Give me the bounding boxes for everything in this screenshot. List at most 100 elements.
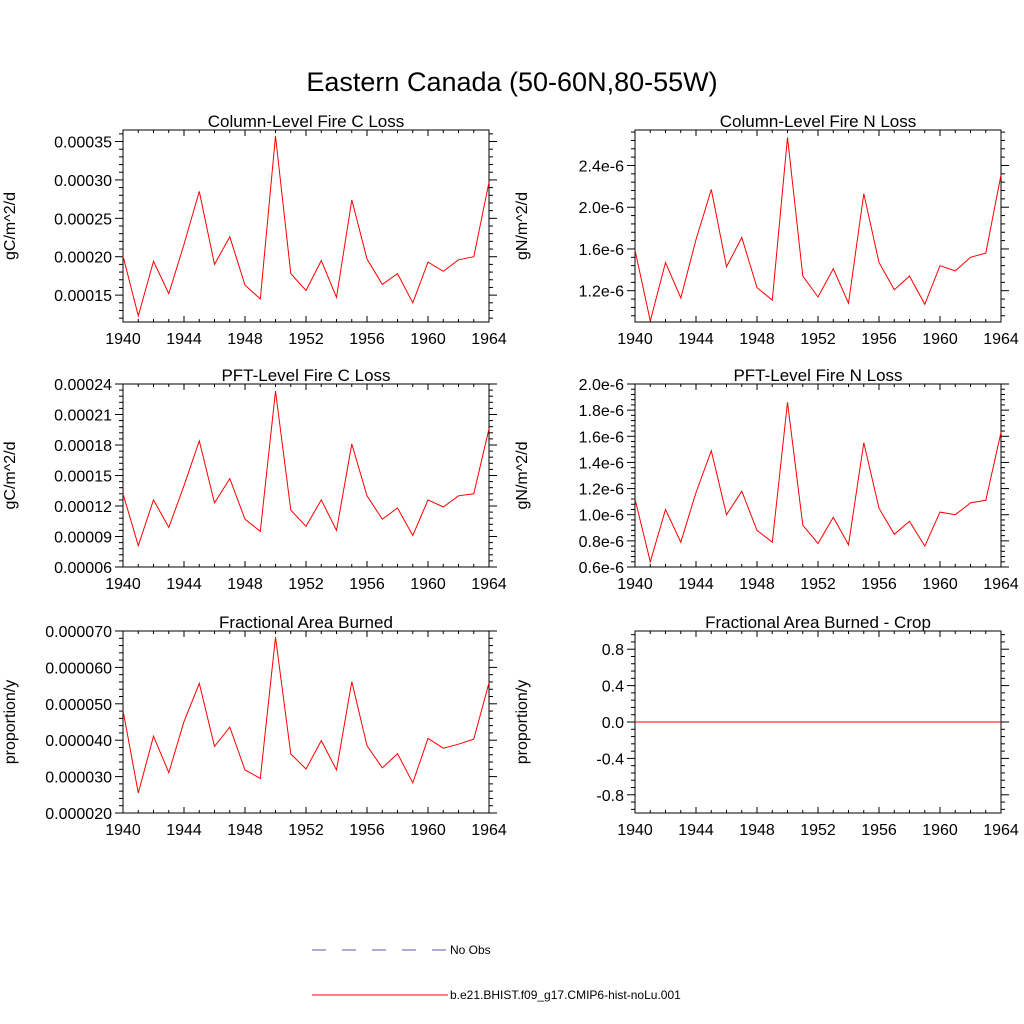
panel-title: PFT-Level Fire C Loss xyxy=(221,366,390,385)
panel-2: Column-Level Fire N Loss gN/m^2/d 1940 1944… xyxy=(514,112,1019,348)
y-tick-label: 0.00018 xyxy=(54,438,112,455)
x-tick-label: 1964 xyxy=(471,331,507,348)
x-tick-label: 1956 xyxy=(861,822,897,839)
y-tick-label: 0.8e-6 xyxy=(579,534,624,551)
y-tick-label: 1.8e-6 xyxy=(579,403,624,420)
figure-title: Eastern Canada (50-60N,80-55W) xyxy=(306,67,717,97)
x-tick-label: 1956 xyxy=(349,331,385,348)
y-tick-label: -0.4 xyxy=(596,751,624,768)
x-tick-label: 1952 xyxy=(288,576,324,593)
plot-frame xyxy=(122,630,490,814)
y-axis-label: gN/m^2/d xyxy=(514,192,531,260)
y-tick-label: 0.00015 xyxy=(54,469,112,486)
plot-frame xyxy=(122,129,490,323)
x-tick-label: 1948 xyxy=(227,331,263,348)
x-tick-label: 1960 xyxy=(922,576,958,593)
x-tick-label: 1964 xyxy=(983,331,1019,348)
legend-item-2: b.e21.BHIST.f09_g17.CMIP6-hist-noLu.001 xyxy=(312,988,681,1002)
y-tick-label: 0.000030 xyxy=(45,770,112,787)
y-tick-label: 0.000040 xyxy=(45,733,112,750)
y-tick-label: 0.6e-6 xyxy=(579,560,624,577)
y-tick-label: 0.00012 xyxy=(54,499,112,516)
y-tick-label: 0.00015 xyxy=(54,288,112,305)
y-tick-label: 1.4e-6 xyxy=(579,455,624,472)
y-tick-label: 0.00020 xyxy=(54,250,112,267)
y-tick-label: 2.0e-6 xyxy=(579,377,624,394)
x-tick-label: 1952 xyxy=(800,822,836,839)
panel-4: PFT-Level Fire N Loss gN/m^2/d 1940 1944 194… xyxy=(514,366,1019,593)
plot-frame xyxy=(634,383,1002,568)
x-tick-label: 1960 xyxy=(410,576,446,593)
x-tick-label: 1940 xyxy=(617,822,653,839)
y-tick-label: 0.00035 xyxy=(54,135,112,152)
panels-group: Column-Level Fire C Loss gC/m^2/d 1940 1944… xyxy=(2,112,1019,839)
y-axis-label: gC/m^2/d xyxy=(2,442,19,510)
x-tick-label: 1948 xyxy=(227,822,263,839)
panel-title: Column-Level Fire C Loss xyxy=(208,112,405,131)
x-tick-label: 1940 xyxy=(617,576,653,593)
x-tick-label: 1956 xyxy=(349,576,385,593)
x-tick-label: 1944 xyxy=(166,576,202,593)
x-tick-label: 1952 xyxy=(288,822,324,839)
y-tick-label: 0.000020 xyxy=(45,806,112,823)
y-tick-label: 1.2e-6 xyxy=(579,482,624,499)
panel-3: PFT-Level Fire C Loss gC/m^2/d 1940 1944 194… xyxy=(2,366,507,593)
y-axis-label: proportion/y xyxy=(2,680,19,765)
y-tick-label: 0.000060 xyxy=(45,660,112,677)
x-tick-label: 1948 xyxy=(739,822,775,839)
x-tick-label: 1944 xyxy=(166,822,202,839)
legend-label: b.e21.BHIST.f09_g17.CMIP6-hist-noLu.001 xyxy=(450,988,681,1002)
y-tick-label: 1.6e-6 xyxy=(579,429,624,446)
x-tick-label: 1960 xyxy=(922,822,958,839)
y-axis-label: gN/m^2/d xyxy=(514,442,531,510)
y-tick-label: 1.0e-6 xyxy=(579,508,624,525)
legend-label: No Obs xyxy=(450,943,491,957)
panel-1: Column-Level Fire C Loss gC/m^2/d 1940 1944… xyxy=(2,112,507,348)
x-tick-label: 1944 xyxy=(166,331,202,348)
x-tick-label: 1948 xyxy=(739,331,775,348)
y-axis-label: proportion/y xyxy=(514,680,531,765)
panel-title: Fractional Area Burned xyxy=(219,613,393,632)
panel-6: Fractional Area Burned - Crop proportion/… xyxy=(514,613,1019,839)
y-tick-label: 0.00009 xyxy=(54,530,112,547)
y-tick-label: 2.4e-6 xyxy=(579,158,624,175)
y-tick-label: 0.00024 xyxy=(54,377,112,394)
y-tick-label: 0.00025 xyxy=(54,211,112,228)
x-tick-label: 1956 xyxy=(861,576,897,593)
series-line xyxy=(122,637,490,794)
x-tick-label: 1940 xyxy=(105,822,141,839)
x-tick-label: 1952 xyxy=(800,576,836,593)
series-line xyxy=(634,402,1002,564)
x-tick-label: 1960 xyxy=(922,331,958,348)
panel-title: PFT-Level Fire N Loss xyxy=(733,366,902,385)
x-tick-label: 1956 xyxy=(861,331,897,348)
x-tick-label: 1940 xyxy=(105,331,141,348)
x-tick-label: 1940 xyxy=(105,576,141,593)
series-line xyxy=(634,137,1002,322)
x-tick-label: 1944 xyxy=(678,822,714,839)
x-tick-label: 1948 xyxy=(227,576,263,593)
panel-title: Column-Level Fire N Loss xyxy=(720,112,917,131)
y-tick-label: -0.8 xyxy=(596,788,624,805)
x-tick-label: 1952 xyxy=(800,331,836,348)
series-line xyxy=(122,391,490,548)
x-tick-label: 1952 xyxy=(288,331,324,348)
y-tick-label: 0.00006 xyxy=(54,560,112,577)
y-tick-label: 0.4 xyxy=(602,679,624,696)
legend-item-1: No Obs xyxy=(312,943,491,957)
x-tick-label: 1964 xyxy=(983,576,1019,593)
x-tick-label: 1960 xyxy=(410,331,446,348)
x-tick-label: 1948 xyxy=(739,576,775,593)
y-tick-label: 0.8 xyxy=(602,642,624,659)
x-tick-label: 1956 xyxy=(349,822,385,839)
x-tick-label: 1964 xyxy=(471,822,507,839)
y-tick-label: 1.6e-6 xyxy=(579,242,624,259)
y-tick-label: 0.000050 xyxy=(45,697,112,714)
y-tick-label: 0.00021 xyxy=(54,408,112,425)
y-tick-label: 0.00030 xyxy=(54,173,112,190)
plot-frame xyxy=(122,383,490,568)
x-tick-label: 1944 xyxy=(678,331,714,348)
y-tick-label: 2.0e-6 xyxy=(579,200,624,217)
x-tick-label: 1964 xyxy=(983,822,1019,839)
